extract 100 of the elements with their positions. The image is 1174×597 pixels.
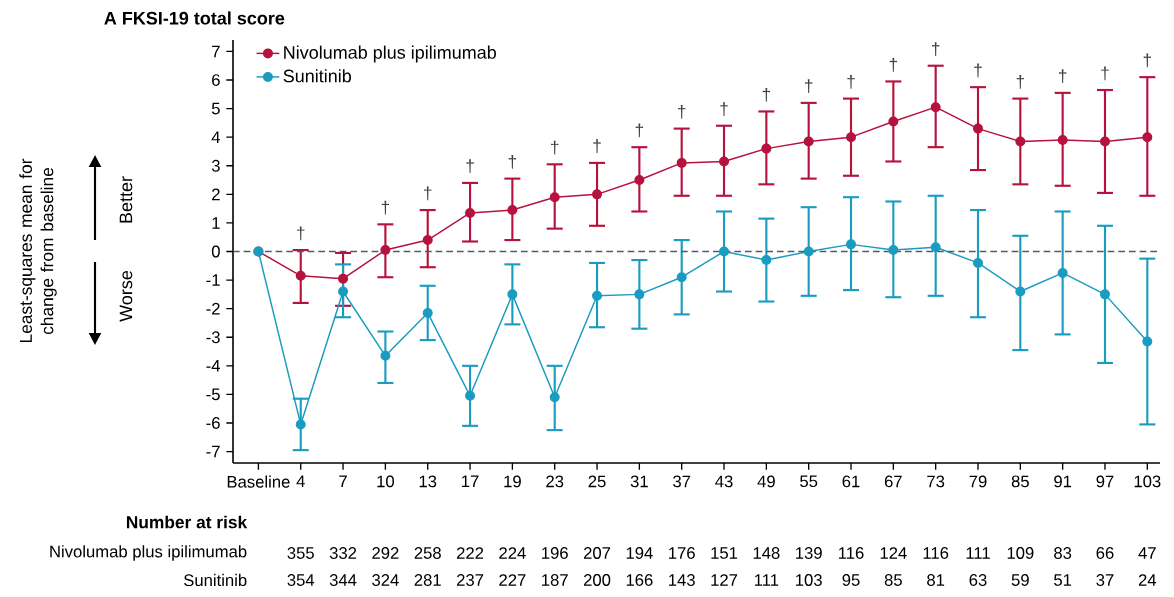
text: 237 — [456, 574, 484, 586]
x-tick-label: 19 — [504, 475, 521, 488]
text: 47 — [1138, 547, 1156, 559]
annotation: † — [805, 79, 813, 94]
x-tick-label: 73 — [927, 475, 945, 488]
text: Nivolumab plus ipilimumab — [50, 545, 247, 561]
text: Number at risk — [126, 515, 248, 529]
text: 109 — [1007, 547, 1034, 559]
text: 355 — [287, 547, 314, 559]
x-tick-label: 103 — [1134, 475, 1161, 488]
text: 148 — [753, 547, 780, 559]
text: 354 — [287, 574, 315, 586]
text: 196 — [542, 547, 568, 559]
text: 124 — [880, 547, 907, 559]
y-tick-label: -6 — [206, 417, 220, 429]
text: 324 — [372, 574, 399, 586]
legend-label: Nivolumab plus ipilimumab — [284, 45, 496, 63]
annotation: † — [466, 159, 474, 174]
annotation: † — [1143, 53, 1151, 68]
text: 200 — [583, 574, 611, 586]
x-tick-label: 85 — [1011, 475, 1029, 488]
y-tick-label: -1 — [206, 274, 220, 286]
text: 143 — [669, 574, 695, 586]
y-tick-label: 7 — [212, 45, 220, 58]
annotation: † — [1016, 75, 1024, 89]
x-tick-label: Baseline — [227, 475, 290, 488]
annotation: † — [381, 200, 390, 215]
x-tick-label: 43 — [715, 475, 733, 488]
text: Better — [119, 176, 133, 223]
x-tick-label: 25 — [588, 475, 606, 488]
x-tick-label: 67 — [884, 475, 902, 488]
annotation: † — [551, 140, 559, 155]
annotation: † — [762, 87, 771, 102]
text: 344 — [329, 574, 357, 586]
annotation: † — [1101, 66, 1109, 81]
y-tick-label: -7 — [206, 445, 220, 458]
text: 116 — [839, 547, 864, 559]
y-tick-label: 2 — [212, 188, 220, 201]
annotation: † — [720, 102, 728, 116]
text: 81 — [927, 574, 945, 586]
x-tick-label: 13 — [419, 475, 437, 488]
text: 59 — [1011, 574, 1029, 586]
x-tick-label: 17 — [462, 475, 479, 487]
y-tick-label: 6 — [212, 74, 220, 86]
x-tick-label: 55 — [800, 475, 818, 488]
y-tick-label: 1 — [212, 217, 220, 229]
text: 207 — [583, 547, 611, 559]
y-tick-label: 5 — [211, 102, 220, 115]
text: 95 — [842, 574, 860, 586]
annotation: † — [932, 42, 940, 56]
y-tick-label: -5 — [206, 388, 220, 401]
x-tick-label: 49 — [757, 475, 775, 488]
annotation: † — [635, 123, 644, 138]
text: 63 — [969, 574, 987, 586]
text: 111 — [754, 574, 779, 586]
legend-label: Sunitinib — [283, 69, 351, 83]
text: 281 — [414, 574, 441, 586]
text: 194 — [626, 547, 653, 559]
y-tick-label: 4 — [211, 131, 221, 143]
text: 222 — [456, 547, 484, 559]
y-tick-label: 0 — [211, 245, 220, 258]
text: 85 — [884, 574, 902, 586]
annotation: † — [889, 57, 898, 72]
text: 176 — [669, 547, 695, 559]
annotation: † — [424, 186, 432, 201]
x-tick-label: 10 — [377, 475, 394, 488]
text: 83 — [1054, 547, 1072, 559]
text: 332 — [329, 547, 357, 559]
text: 103 — [796, 574, 822, 586]
text: 224 — [499, 547, 526, 559]
y-tick-label: 3 — [211, 159, 220, 172]
x-tick-label: 7 — [339, 475, 347, 487]
x-tick-label: 61 — [842, 475, 860, 488]
text: Least-squares mean for change from baseline — [19, 158, 57, 343]
text: 187 — [542, 574, 568, 586]
annotation: † — [297, 226, 305, 241]
chart-title: A FKSI-19 total score — [104, 11, 285, 25]
annotation: † — [847, 75, 855, 89]
text: 292 — [372, 547, 399, 559]
text: Sunitinib — [184, 573, 247, 587]
x-tick-label: 91 — [1054, 475, 1072, 488]
text: 166 — [626, 574, 653, 586]
text: 139 — [796, 547, 822, 559]
x-tick-label: 23 — [546, 475, 564, 488]
text: 127 — [711, 574, 738, 586]
annotation: † — [1059, 69, 1067, 84]
text: 51 — [1054, 574, 1072, 586]
y-tick-label: -4 — [206, 360, 221, 372]
y-tick-label: -3 — [206, 331, 220, 344]
text: Worse — [119, 270, 133, 322]
x-tick-label: 97 — [1096, 475, 1114, 488]
annotation: † — [508, 155, 517, 169]
text: 116 — [923, 547, 949, 559]
x-tick-label: 37 — [673, 475, 691, 488]
x-tick-label: 4 — [296, 475, 305, 487]
annotation: † — [593, 139, 601, 154]
text: 66 — [1096, 547, 1114, 559]
annotation: † — [678, 105, 686, 119]
text: 37 — [1096, 574, 1114, 586]
text: 258 — [414, 547, 441, 559]
